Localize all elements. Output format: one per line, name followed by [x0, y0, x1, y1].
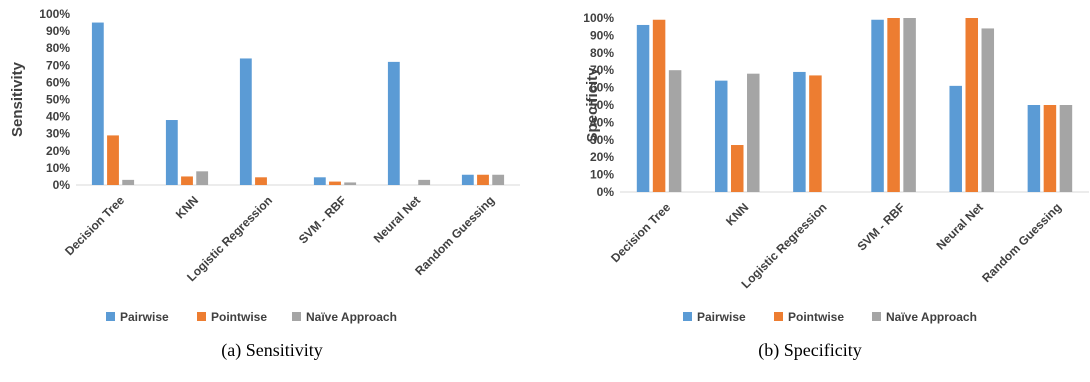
bar: [477, 174, 489, 185]
bar: [981, 28, 995, 192]
y-tick-label: 100%: [39, 7, 70, 21]
bar: [793, 71, 806, 192]
figure-caption: (b) Specificity: [758, 340, 861, 361]
bar: [418, 179, 431, 185]
bar: [107, 135, 119, 185]
bar: [652, 19, 666, 192]
bar: [492, 174, 505, 185]
bar: [903, 18, 916, 192]
legend-label: Naïve Approach: [886, 310, 977, 324]
y-axis-title: Specificity: [584, 67, 601, 143]
y-tick-label: 20%: [46, 144, 70, 158]
legend-swatch: [774, 312, 783, 321]
legend-swatch: [197, 312, 206, 321]
y-tick-label: 100%: [583, 11, 614, 25]
y-tick-label: 50%: [46, 93, 70, 107]
x-category-label: Neural Net: [934, 200, 986, 252]
bar: [747, 73, 760, 192]
x-category-label: SVM - RBF: [296, 193, 349, 246]
bar: [329, 181, 341, 185]
legend-label: Pairwise: [120, 310, 169, 324]
y-axis-title: Sensitivity: [9, 61, 26, 137]
y-tick-label: 70%: [46, 58, 70, 72]
specificity-chart-panel: Specificity 0% 10% 20% 30% 40% 50% 60% 70% 80% 90%…: [545, 0, 1090, 377]
bar: [1027, 105, 1041, 192]
x-category-label: Decision Tree: [608, 200, 673, 265]
bar: [313, 177, 326, 185]
y-tick-label: 40%: [46, 110, 70, 124]
y-tick-label: 60%: [46, 75, 70, 89]
x-category-label: KNN: [723, 200, 751, 228]
legend-swatch: [292, 312, 301, 321]
legend-swatch: [106, 312, 115, 321]
bar: [196, 171, 209, 185]
y-tick-label: 40%: [590, 115, 614, 129]
y-tick-label: 80%: [46, 41, 70, 55]
x-category-label: Random Guessing: [979, 200, 1064, 285]
y-tick-label: 0%: [53, 178, 71, 192]
specificity-chart: Specificity 0% 10% 20% 30% 40% 50% 60% 70% 80% 90%…: [583, 11, 1089, 361]
x-category-label: Logistic Regression: [739, 200, 830, 291]
bar: [949, 85, 962, 192]
bar: [122, 179, 135, 185]
bar: [636, 24, 650, 193]
bar: [887, 18, 900, 192]
bar: [809, 75, 822, 192]
x-category-label: Decision Tree: [62, 193, 127, 258]
x-category-label: Random Guessing: [412, 193, 497, 278]
bar: [1059, 105, 1073, 192]
y-tick-label: 0%: [597, 185, 615, 199]
bar: [165, 120, 178, 185]
legend-swatch: [683, 312, 692, 321]
y-tick-label: 10%: [590, 168, 614, 182]
y-tick-label: 50%: [590, 98, 614, 112]
bar: [714, 80, 728, 192]
bar: [239, 58, 252, 185]
bar: [965, 18, 979, 192]
bar: [871, 19, 884, 192]
sensitivity-chart: Sensitivity 0% 10% 20% 30% 40% 50% 60% 70% 80% 90%…: [9, 7, 520, 361]
x-category-label: Logistic Regression: [184, 193, 275, 284]
x-category-label: KNN: [173, 193, 201, 221]
bar: [91, 22, 104, 185]
y-tick-label: 10%: [46, 161, 70, 175]
y-tick-label: 60%: [590, 81, 614, 95]
bar: [1043, 105, 1057, 192]
bar: [181, 176, 193, 185]
x-category-label: SVM - RBF: [854, 200, 907, 253]
x-category-label: Neural Net: [371, 193, 423, 245]
legend-label: Pointwise: [788, 310, 844, 324]
sensitivity-chart-panel: Sensitivity 0% 10% 20% 30% 40% 50% 60% 70% 80% 90%…: [0, 0, 545, 377]
bar: [387, 61, 400, 185]
y-tick-label: 80%: [590, 46, 614, 60]
y-tick-label: 30%: [590, 133, 614, 147]
legend-label: Pairwise: [697, 310, 746, 324]
bar: [668, 70, 682, 192]
y-tick-label: 90%: [590, 28, 614, 42]
legend-swatch: [872, 312, 881, 321]
y-tick-label: 20%: [590, 150, 614, 164]
figure-caption: (a) Sensitivity: [221, 340, 323, 361]
bar: [344, 182, 357, 185]
y-tick-label: 90%: [46, 24, 70, 38]
bar: [730, 145, 744, 192]
y-tick-label: 70%: [590, 63, 614, 77]
legend-label: Naïve Approach: [306, 310, 397, 324]
bar: [461, 174, 474, 185]
bar: [255, 177, 267, 185]
y-tick-label: 30%: [46, 127, 70, 141]
legend-label: Pointwise: [211, 310, 267, 324]
